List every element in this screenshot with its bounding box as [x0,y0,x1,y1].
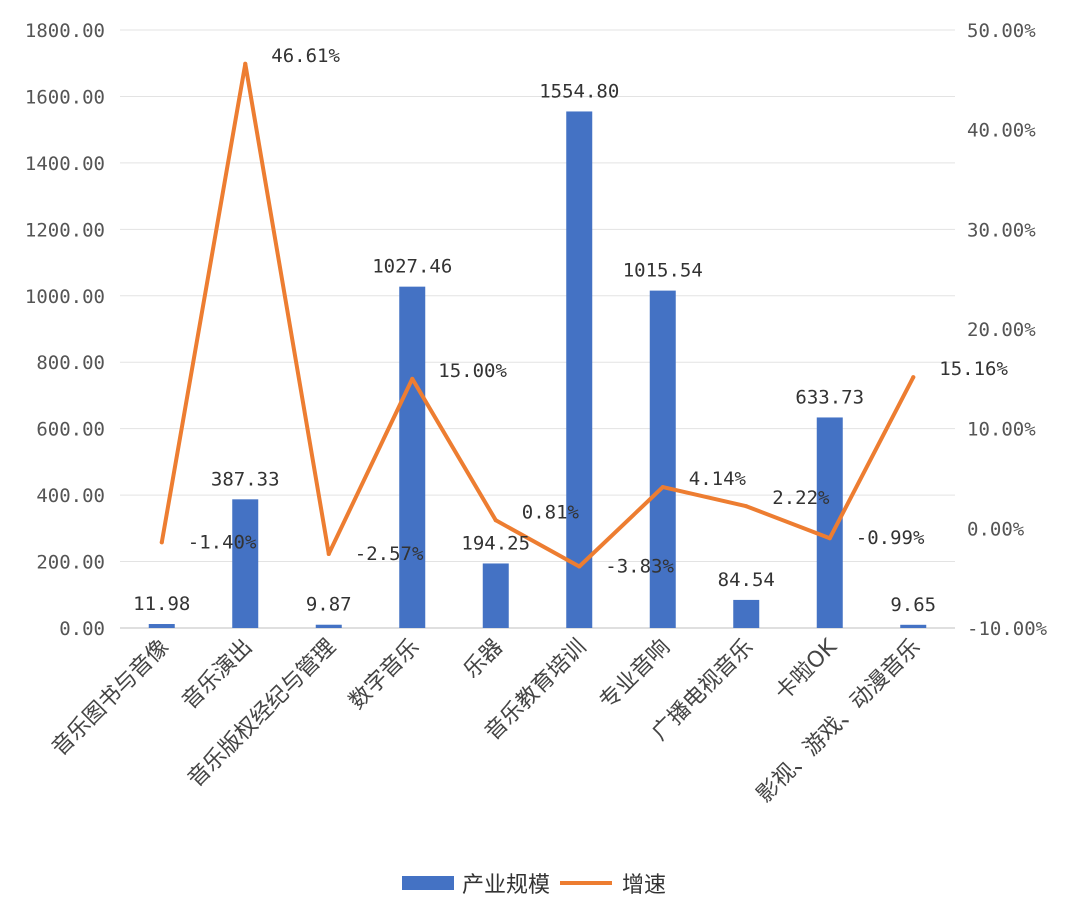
line-data-labels: -1.40% 46.61% -2.57% 15.00% 0.81% -3.83% 4.14%… [188,45,1009,578]
left-tick-label: 400.00 [36,485,105,507]
line-data-label: 2.22% [772,487,830,509]
line-point [911,375,916,380]
bar-data-label: 387.33 [211,468,280,490]
bar-data-label: 1015.54 [623,260,703,282]
bar-data-label: 11.98 [133,593,190,615]
right-tick-label: 0.00% [967,518,1025,540]
line-point [660,485,665,490]
left-tick-label: 1400.00 [25,153,105,175]
left-tick-label: 200.00 [36,552,105,574]
line-data-label: -3.83% [605,556,674,578]
bar-data-label: 194.25 [461,532,530,554]
legend-swatch-bar [402,876,454,890]
line-point [326,551,331,556]
bar-data-label: 633.73 [795,386,864,408]
line-data-label: 0.81% [522,501,580,523]
bar [148,624,175,628]
bar [482,563,509,628]
legend-label-bar: 产业规模 [462,873,550,898]
bar [900,624,927,628]
line-point [410,376,415,381]
line-point [827,536,832,541]
legend: 产业规模 增速 [402,873,666,898]
bar-data-labels: 11.98 387.33 9.87 1027.46 194.25 1554.80 1015.… [133,80,936,615]
left-axis: 0.00 200.00 400.00 600.00 800.00 1000.00 1200.… [25,20,105,640]
bar [733,599,760,628]
bar-data-label: 9.87 [306,594,352,616]
left-tick-label: 600.00 [36,419,105,441]
right-tick-label: -10.00% [967,618,1048,640]
bar-data-label: 84.54 [718,569,775,591]
legend-label-line: 增速 [622,873,666,898]
line-point [577,564,582,569]
bar-data-label: 1027.46 [372,256,452,278]
right-axis: -10.00% 0.00% 10.00% 20.00% 30.00% 40.00% 50.0… [967,20,1048,640]
left-tick-label: 1000.00 [25,286,105,308]
bar-data-label: 1554.80 [539,80,619,102]
bar-series [148,111,927,629]
line-data-label: 15.16% [939,358,1008,380]
line-data-label: -0.99% [856,527,925,549]
line-point [493,518,498,523]
right-tick-label: 30.00% [967,219,1036,241]
line-point [744,504,749,509]
line-series [159,61,916,569]
right-tick-label: 10.00% [967,419,1036,441]
bar [315,624,342,628]
bar [232,499,259,628]
left-tick-label: 1600.00 [25,86,105,108]
line-point [243,61,248,66]
right-tick-label: 40.00% [967,120,1036,142]
bar-data-label: 9.65 [890,594,936,616]
left-tick-label: 1800.00 [25,20,105,42]
bar [566,111,593,629]
gridlines [120,29,955,629]
line-point [159,540,164,545]
left-tick-label: 800.00 [36,352,105,374]
left-tick-label: 0.00 [59,618,105,640]
right-tick-label: 50.00% [967,20,1036,42]
bar [399,286,426,628]
right-tick-label: 20.00% [967,319,1036,341]
line-data-label: -2.57% [355,543,424,565]
growth-line [159,61,916,569]
bar [649,290,676,628]
line-data-label: -1.40% [188,531,257,553]
line-data-label: 15.00% [438,360,507,382]
line-data-label: 46.61% [271,45,340,67]
line-data-label: 4.14% [689,468,747,490]
left-tick-label: 1200.00 [25,219,105,241]
